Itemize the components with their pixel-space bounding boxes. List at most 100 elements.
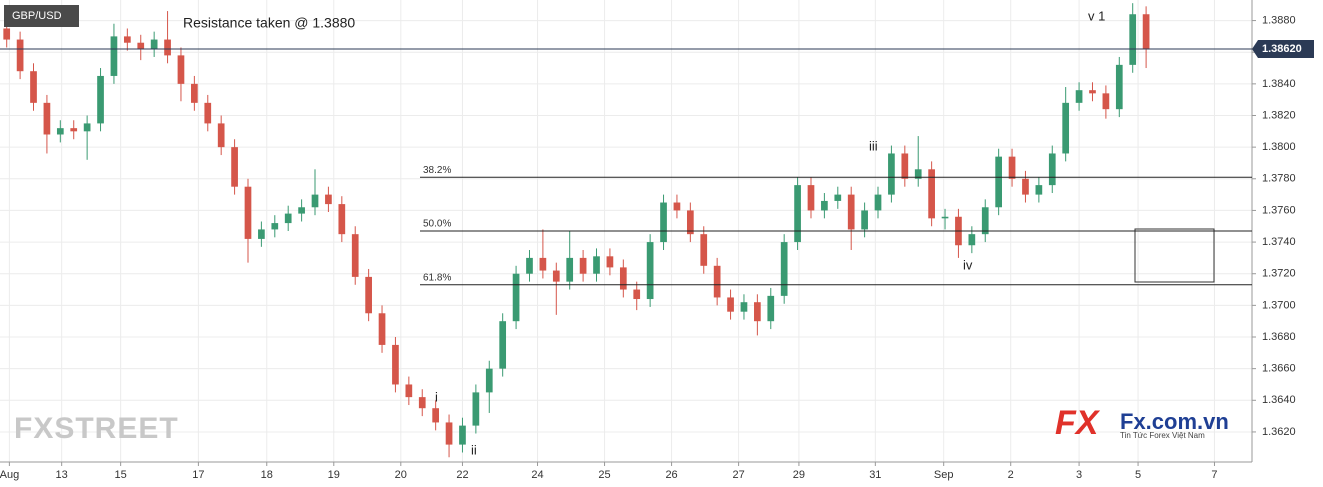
candle-body [56, 128, 64, 135]
candle-body [713, 265, 721, 298]
x-tick-label: 31 [869, 469, 881, 481]
x-tick-label: 3 [1076, 469, 1082, 481]
candle-body [1102, 93, 1110, 110]
candle-body [847, 194, 855, 230]
candle-body [485, 368, 493, 393]
candle-body [740, 302, 748, 312]
y-tick-label: 1.3840 [1262, 78, 1296, 90]
candle-body [150, 39, 158, 50]
candle-body [579, 257, 587, 274]
candle-body [43, 102, 51, 135]
candle-body [981, 207, 989, 235]
candle-body [110, 36, 118, 76]
candle-body [807, 185, 815, 211]
candle-body [298, 207, 305, 214]
candle-body [97, 75, 104, 124]
last-price-tag [1252, 40, 1314, 59]
wave-label: v 1 [1088, 8, 1105, 23]
candle-body [1008, 156, 1016, 179]
fib-label: 38.2% [423, 165, 451, 176]
x-tick-label: 26 [665, 469, 677, 481]
candle-body [499, 321, 507, 369]
candle-body [392, 344, 399, 385]
y-tick-label: 1.3720 [1262, 268, 1296, 280]
y-tick-label: 1.3880 [1262, 14, 1296, 26]
candle-body [1035, 185, 1043, 195]
y-tick-label: 1.3820 [1262, 109, 1296, 121]
candle-body [30, 71, 37, 103]
x-tick-label: 19 [328, 469, 340, 481]
x-tick-label: 7 [1211, 469, 1217, 481]
candle-body [633, 289, 641, 300]
candle-body [204, 102, 212, 124]
candle-body [217, 123, 225, 148]
candle-body [1115, 64, 1123, 110]
candle-body [258, 229, 265, 239]
candle-body [445, 422, 453, 445]
candle-body [1075, 90, 1083, 103]
candle-body [593, 256, 600, 274]
candle-body [83, 123, 91, 132]
last-price-label: 1.38620 [1262, 43, 1302, 55]
candle-body [928, 169, 935, 219]
y-tick-label: 1.3760 [1262, 204, 1296, 216]
candle-body [914, 169, 922, 179]
candle-body [191, 83, 198, 103]
x-tick-label: 29 [793, 469, 805, 481]
fib-label: 61.8% [423, 272, 451, 283]
y-tick-label: 1.3700 [1262, 299, 1296, 311]
x-tick-label: 15 [115, 469, 127, 481]
candle-body [995, 156, 1003, 208]
candle-body [794, 185, 801, 243]
candle-body [526, 257, 533, 274]
y-tick-label: 1.3740 [1262, 236, 1296, 248]
candle-body [968, 234, 976, 246]
candle-body [284, 213, 292, 224]
candle-body [1129, 14, 1137, 65]
candle-body [137, 42, 145, 50]
candle-body [3, 28, 11, 40]
chart-title: GBP/USD [12, 10, 62, 22]
x-tick-label: 22 [456, 469, 468, 481]
candle-body [365, 276, 372, 314]
candle-body [231, 147, 238, 187]
candle-body [767, 295, 775, 322]
candle-body [472, 392, 480, 426]
y-tick-label: 1.3660 [1262, 363, 1296, 375]
watermark: Tin Tức Forex Việt Nam [1120, 431, 1205, 440]
candle-body [941, 216, 949, 219]
candle-body [338, 204, 346, 235]
candle-body [566, 257, 574, 282]
candle-body [1062, 102, 1070, 154]
candle-body [418, 397, 426, 409]
candle-body [1089, 90, 1096, 94]
candle-body [1022, 178, 1029, 195]
candle-body [780, 242, 788, 296]
x-tick-label: 24 [531, 469, 543, 481]
candle-body [646, 242, 654, 300]
candle-body [405, 384, 413, 398]
candle-body [1048, 153, 1056, 186]
y-tick-label: 1.3620 [1262, 426, 1296, 438]
x-tick-label: 18 [261, 469, 273, 481]
candles [3, 3, 1150, 458]
wave-label: iii [869, 138, 878, 153]
candle-body [325, 194, 332, 205]
candle-body [888, 153, 895, 195]
candle-body [378, 313, 386, 345]
candle-body [606, 256, 614, 268]
candle-body [874, 194, 882, 211]
x-tick-label: 27 [732, 469, 744, 481]
x-tick-label: 13 [56, 469, 68, 481]
candle-body [673, 202, 681, 211]
x-tick-label: 25 [598, 469, 610, 481]
watermark: Fx.com.vn [1120, 409, 1229, 434]
x-tick-label: 20 [395, 469, 407, 481]
candle-body [821, 200, 828, 211]
candle-body [619, 267, 627, 290]
candle-body [244, 186, 252, 239]
candle-body [432, 408, 440, 423]
candle-body [539, 257, 547, 271]
candle-body [861, 210, 868, 230]
candle-body [164, 39, 171, 56]
